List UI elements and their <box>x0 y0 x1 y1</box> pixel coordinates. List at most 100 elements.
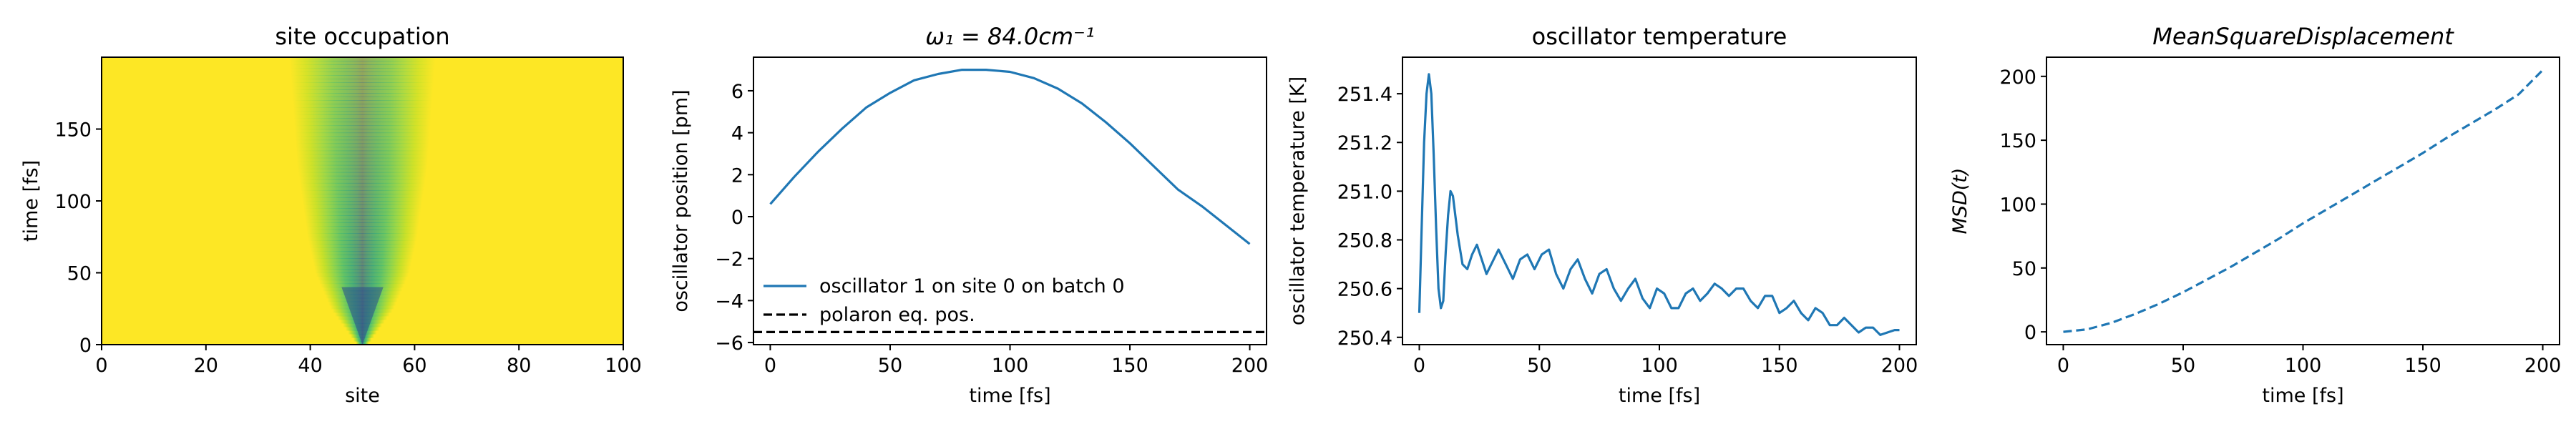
heatmap-cell <box>306 222 363 227</box>
heatmap-cell <box>293 114 363 119</box>
heatmap-cell <box>362 147 429 152</box>
plot-frame <box>2046 56 2560 345</box>
y-tick-label: 0 <box>731 207 743 229</box>
heatmap-cell <box>362 276 407 281</box>
heatmap-cell <box>293 118 363 123</box>
heatmap-cell <box>362 189 424 194</box>
heatmap-cell <box>293 104 363 108</box>
heatmap-cell <box>291 89 363 94</box>
heatmap-cell <box>362 175 426 180</box>
heatmap-cell <box>294 125 363 130</box>
x-tick-label: 50 <box>1527 355 1551 377</box>
heatmap-cell <box>362 168 427 173</box>
heatmap-cell <box>362 111 431 115</box>
heatmap-cell <box>362 193 424 198</box>
heatmap-cell <box>292 93 363 97</box>
x-tick-label: 40 <box>298 355 322 377</box>
heatmap-cell <box>313 258 363 263</box>
heatmap-cell <box>362 89 434 94</box>
y-tick-label: 50 <box>67 263 92 285</box>
series-line-0 <box>769 69 1251 245</box>
heatmap-cell <box>362 222 419 227</box>
y-tick-label: 251.2 <box>1337 132 1392 154</box>
y-tick-label: 250.8 <box>1337 230 1392 252</box>
y-tick-label: 2 <box>731 164 743 187</box>
heatmap-cell <box>294 129 363 134</box>
heatmap-cell <box>296 143 363 148</box>
heatmap-cell <box>296 157 363 162</box>
heatmap-cell <box>362 237 417 241</box>
msd-panel: 0 50 100 150 200 0 50 100 150 200 time [fs] MSD(t) M… <box>1949 23 2561 407</box>
heatmap-cell <box>290 64 363 69</box>
y-tick-label: 150 <box>54 119 92 142</box>
heatmap-cell <box>362 290 401 295</box>
heatmap-cell <box>297 164 363 169</box>
heatmap-cell <box>362 333 374 338</box>
heatmap-cell <box>289 61 363 65</box>
y-tick-label: 0 <box>2024 322 2036 344</box>
heatmap-cell <box>300 182 363 187</box>
heatmap-cell <box>294 122 363 127</box>
heatmap-cell <box>314 265 363 270</box>
heatmap-cell <box>362 326 380 331</box>
heatmap-cell <box>291 72 363 76</box>
heatmap-cell <box>315 269 363 274</box>
plot-frame <box>1402 56 1917 345</box>
heatmap-cell <box>362 308 393 313</box>
x-tick-label: 100 <box>2285 355 2322 377</box>
x-tick-label: 20 <box>194 355 218 377</box>
heatmap-cell <box>301 189 363 194</box>
heatmap-cell <box>362 247 415 252</box>
heatmap-cell <box>362 129 431 134</box>
heatmap-cell <box>306 230 363 234</box>
heatmap-cell <box>310 247 363 252</box>
heatmap-cell <box>362 233 418 237</box>
heatmap-cell <box>362 208 421 212</box>
heatmap-cell <box>311 255 363 259</box>
heatmap-cell <box>306 226 363 230</box>
y-tick-label: −6 <box>715 332 743 355</box>
heatmap-cell <box>326 294 363 299</box>
heatmap-cell <box>362 61 436 65</box>
heatmap-cell <box>348 330 363 335</box>
heatmap-cell <box>293 107 363 112</box>
y-axis-label: time [fs] <box>20 160 42 242</box>
y-tick-label: 100 <box>54 191 92 213</box>
heatmap-cell <box>362 122 431 127</box>
heatmap-cell <box>362 262 411 267</box>
heatmap-cell <box>362 244 416 248</box>
heatmap-cell <box>332 308 363 313</box>
heatmap-cell <box>328 301 363 306</box>
x-axis-label: time [fs] <box>969 385 1050 407</box>
heatmap-cell <box>362 157 429 162</box>
x-tick-label: 150 <box>1111 355 1148 377</box>
heatmap-cell <box>335 312 363 317</box>
heatmap-cell <box>362 301 396 306</box>
x-tick-label: 50 <box>878 355 902 377</box>
x-tick-label: 100 <box>1641 355 1678 377</box>
heatmap-cell <box>316 272 363 277</box>
heatmap-cell <box>362 64 435 69</box>
heatmap-cell <box>362 132 430 137</box>
heatmap-cell <box>362 182 425 187</box>
heatmap-cell <box>362 230 419 234</box>
heatmap-cell <box>301 186 363 191</box>
heatmap-cell <box>362 68 435 72</box>
heatmap-cell <box>289 57 363 61</box>
heatmap-cell <box>362 330 377 335</box>
heatmap-cell <box>362 322 382 327</box>
chart-title: ω₁ = 84.0cm⁻¹ <box>925 23 1095 50</box>
heatmap-cell <box>297 161 363 166</box>
heatmap-cell <box>362 215 421 220</box>
heatmap-cell <box>362 204 422 209</box>
heatmap-cell <box>327 297 363 302</box>
x-tick-label: 200 <box>1881 355 1918 377</box>
heatmap-cell <box>330 305 363 310</box>
heatmap-cell <box>362 186 424 191</box>
heatmap-cell <box>362 161 428 166</box>
heatmap-cell <box>362 315 388 320</box>
x-tick-label: 80 <box>507 355 531 377</box>
y-tick-label: 150 <box>1999 130 2036 152</box>
heatmap-cell <box>296 150 363 155</box>
oscillator-temperature-panel: 0 50 100 150 200 250.4 250.6 250.8 251.0 251.2 251… <box>1287 23 1918 407</box>
